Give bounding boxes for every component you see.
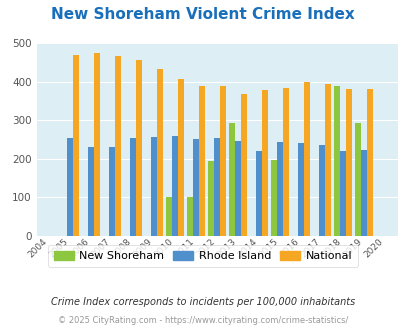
- Text: Crime Index corresponds to incidents per 100,000 inhabitants: Crime Index corresponds to incidents per…: [51, 297, 354, 307]
- Bar: [73, 55, 79, 236]
- Bar: [271, 159, 277, 236]
- Bar: [360, 150, 366, 236]
- Bar: [109, 147, 115, 236]
- Bar: [67, 138, 73, 236]
- Text: © 2025 CityRating.com - https://www.cityrating.com/crime-statistics/: © 2025 CityRating.com - https://www.city…: [58, 315, 347, 325]
- Bar: [115, 56, 121, 236]
- Bar: [193, 139, 198, 236]
- Bar: [298, 143, 303, 236]
- Bar: [130, 138, 136, 236]
- Bar: [262, 90, 267, 236]
- Bar: [151, 137, 157, 236]
- Bar: [136, 60, 142, 236]
- Bar: [229, 123, 235, 236]
- Bar: [178, 79, 183, 236]
- Bar: [166, 197, 172, 236]
- Bar: [339, 151, 345, 236]
- Bar: [324, 84, 330, 236]
- Bar: [241, 94, 246, 236]
- Bar: [303, 82, 309, 236]
- Bar: [334, 86, 339, 236]
- Bar: [94, 53, 100, 236]
- Bar: [256, 150, 262, 236]
- Bar: [88, 147, 94, 236]
- Bar: [277, 142, 282, 236]
- Bar: [172, 136, 178, 236]
- Text: New Shoreham Violent Crime Index: New Shoreham Violent Crime Index: [51, 7, 354, 22]
- Bar: [354, 123, 360, 236]
- Bar: [345, 89, 351, 236]
- Bar: [366, 89, 372, 236]
- Bar: [220, 86, 226, 236]
- Bar: [318, 145, 324, 236]
- Bar: [198, 86, 205, 236]
- Bar: [282, 88, 288, 236]
- Bar: [208, 161, 214, 236]
- Bar: [157, 69, 162, 236]
- Legend: New Shoreham, Rhode Island, National: New Shoreham, Rhode Island, National: [48, 245, 357, 267]
- Bar: [214, 138, 220, 236]
- Bar: [187, 197, 193, 236]
- Bar: [234, 141, 241, 236]
